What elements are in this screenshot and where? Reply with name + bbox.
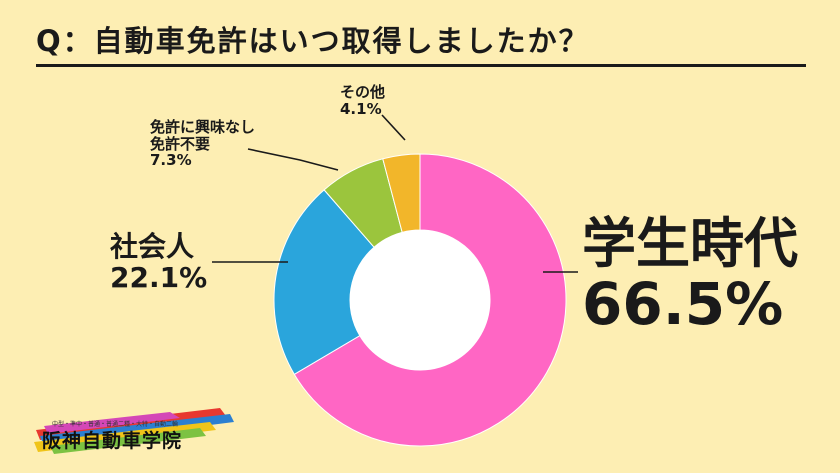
label-nointerest: 免許に興味なし 免許不要 7.3% (150, 119, 255, 169)
leader-nointerest (247, 148, 339, 171)
label-gakusei: 学生時代 66.5% (582, 214, 798, 337)
logo-tagline: 中型・準中・普通・普通二種・大特・自動二輪 (52, 421, 179, 428)
logo-name: 阪神自動車学院 (42, 430, 183, 452)
leader-other (381, 114, 406, 141)
label-shakaijin: 社会人 22.1% (110, 230, 208, 294)
label-gakusei-pct: 66.5% (582, 270, 784, 339)
label-other-pct: 4.1% (340, 99, 382, 118)
label-nointerest-pct: 7.3% (150, 151, 192, 169)
label-shakaijin-pct: 22.1% (110, 260, 208, 294)
label-shakaijin-name: 社会人 (110, 230, 195, 263)
donut-hole (350, 230, 490, 370)
question-title: Q：自動車免許はいつ取得しましたか？ (36, 24, 590, 58)
label-nointerest-line1: 免許に興味なし (150, 118, 256, 136)
logo-brush-stripes (34, 408, 234, 454)
label-gakusei-name: 学生時代 (582, 212, 798, 275)
title-underline (36, 64, 806, 67)
label-other-name: その他 (340, 83, 386, 101)
label-nointerest-line2: 免許不要 (150, 134, 211, 153)
label-other: その他 4.1% (340, 84, 385, 117)
